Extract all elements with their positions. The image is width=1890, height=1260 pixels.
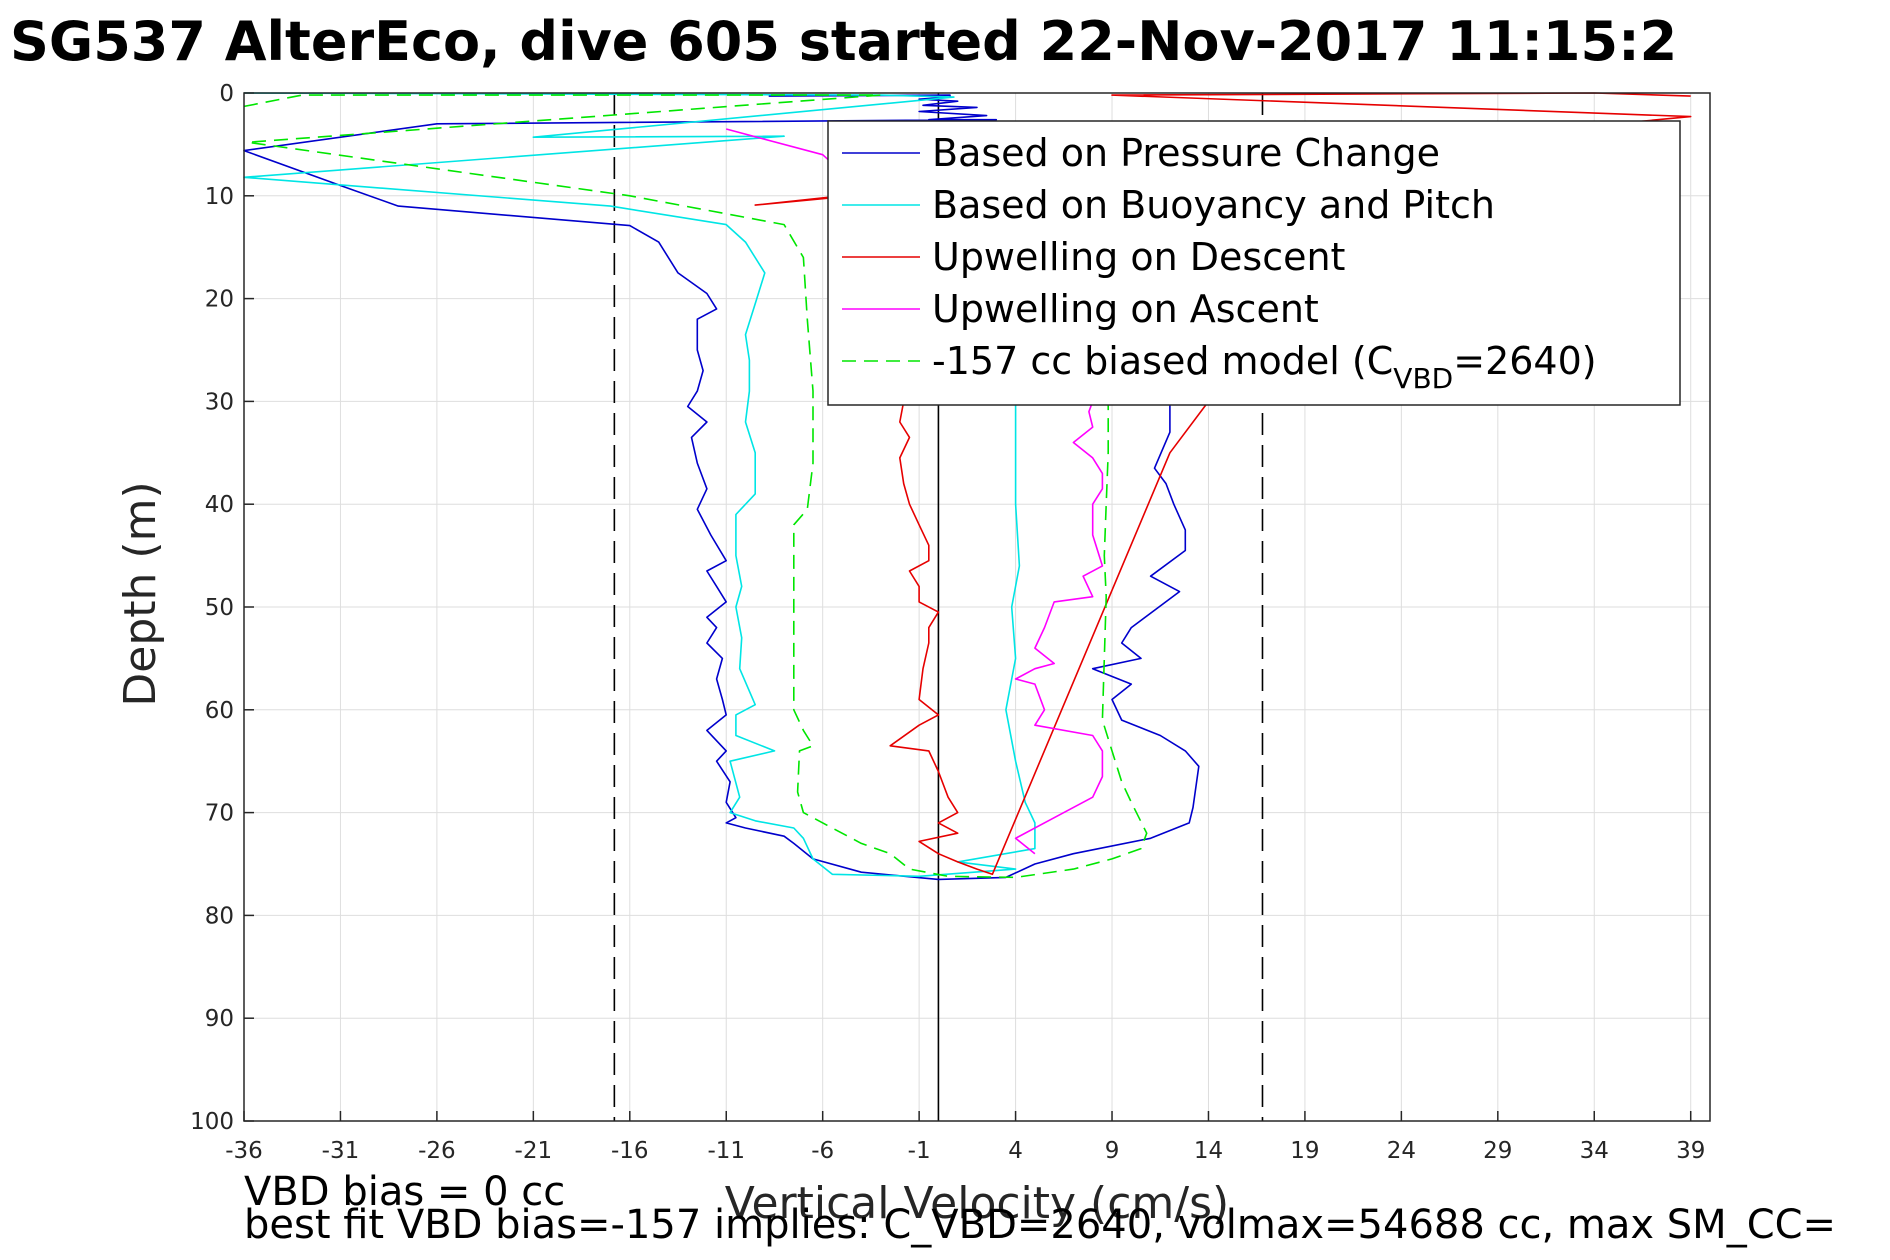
y-tick-label-0: 0 — [219, 81, 234, 107]
chart-title: SG537 AlterEco, dive 605 started 22-Nov-… — [10, 10, 1677, 73]
x-tick-label-0: -36 — [225, 1138, 263, 1164]
series-line-0 — [243, 94, 1200, 881]
legend-label-2: Upwelling on Descent — [932, 235, 1345, 279]
series-line-1 — [243, 92, 1036, 878]
y-axis-label: Depth (m) — [115, 481, 166, 706]
x-tick-label-14: 34 — [1580, 1138, 1609, 1164]
y-tick-label-8: 80 — [205, 903, 234, 929]
x-tick-label-12: 24 — [1387, 1138, 1416, 1164]
x-tick-label-15: 39 — [1676, 1138, 1705, 1164]
x-tick-label-7: -1 — [908, 1138, 931, 1164]
legend: Based on Pressure Change Based on Buoyanc… — [827, 120, 1681, 406]
x-tick-label-8: 4 — [1008, 1138, 1023, 1164]
x-axis-ticks: -36 -31 -26 -21 -16 -11 -6 -1 4 9 14 19 24 29 34 39 — [225, 1111, 1705, 1164]
legend-label-0: Based on Pressure Change — [932, 131, 1440, 175]
x-tick-label-6: -6 — [811, 1138, 834, 1164]
x-tick-label-10: 14 — [1194, 1138, 1223, 1164]
x-tick-label-1: -31 — [322, 1138, 360, 1164]
vbd-bias-annotation: VBD bias = 0 cc — [244, 1169, 565, 1215]
y-tick-label-9: 90 — [205, 1006, 234, 1032]
y-tick-label-10: 100 — [190, 1109, 234, 1135]
x-tick-label-9: 9 — [1105, 1138, 1120, 1164]
y-tick-label-4: 40 — [205, 492, 234, 518]
y-tick-label-1: 10 — [205, 184, 234, 210]
legend-label-main: -157 cc biased model (C — [932, 339, 1393, 383]
series-line-3 — [725, 128, 1104, 855]
x-tick-label-3: -21 — [515, 1138, 553, 1164]
x-tick-label-4: -16 — [611, 1138, 649, 1164]
legend-label-1: Based on Buoyancy and Pitch — [932, 183, 1495, 227]
y-tick-label-7: 70 — [205, 801, 234, 827]
legend-label-3: Upwelling on Ascent — [932, 287, 1319, 331]
x-tick-label-2: -26 — [418, 1138, 456, 1164]
legend-label-tail: =2640) — [1453, 339, 1596, 383]
x-axis-label: Vertical Velocity (cm/s) — [725, 1178, 1229, 1229]
x-tick-label-11: 19 — [1290, 1138, 1319, 1164]
y-tick-label-5: 50 — [205, 595, 234, 621]
x-tick-label-5: -11 — [707, 1138, 745, 1164]
x-tick-label-13: 29 — [1483, 1138, 1512, 1164]
y-tick-label-2: 20 — [205, 287, 234, 313]
legend-box — [827, 120, 1681, 406]
y-axis-ticks: 0 10 20 30 40 50 60 70 80 90 100 — [190, 81, 254, 1135]
legend-label-subscript: VBD — [1393, 362, 1453, 395]
legend-label-4: -157 cc biased model (CVBD=2640) — [932, 339, 1597, 395]
y-tick-label-3: 30 — [205, 389, 234, 415]
series-line-4 — [243, 94, 1148, 879]
best-fit-annotation: best fit VBD bias=-157 implies: C_VBD=26… — [244, 1202, 1836, 1248]
y-tick-label-6: 60 — [205, 698, 234, 724]
